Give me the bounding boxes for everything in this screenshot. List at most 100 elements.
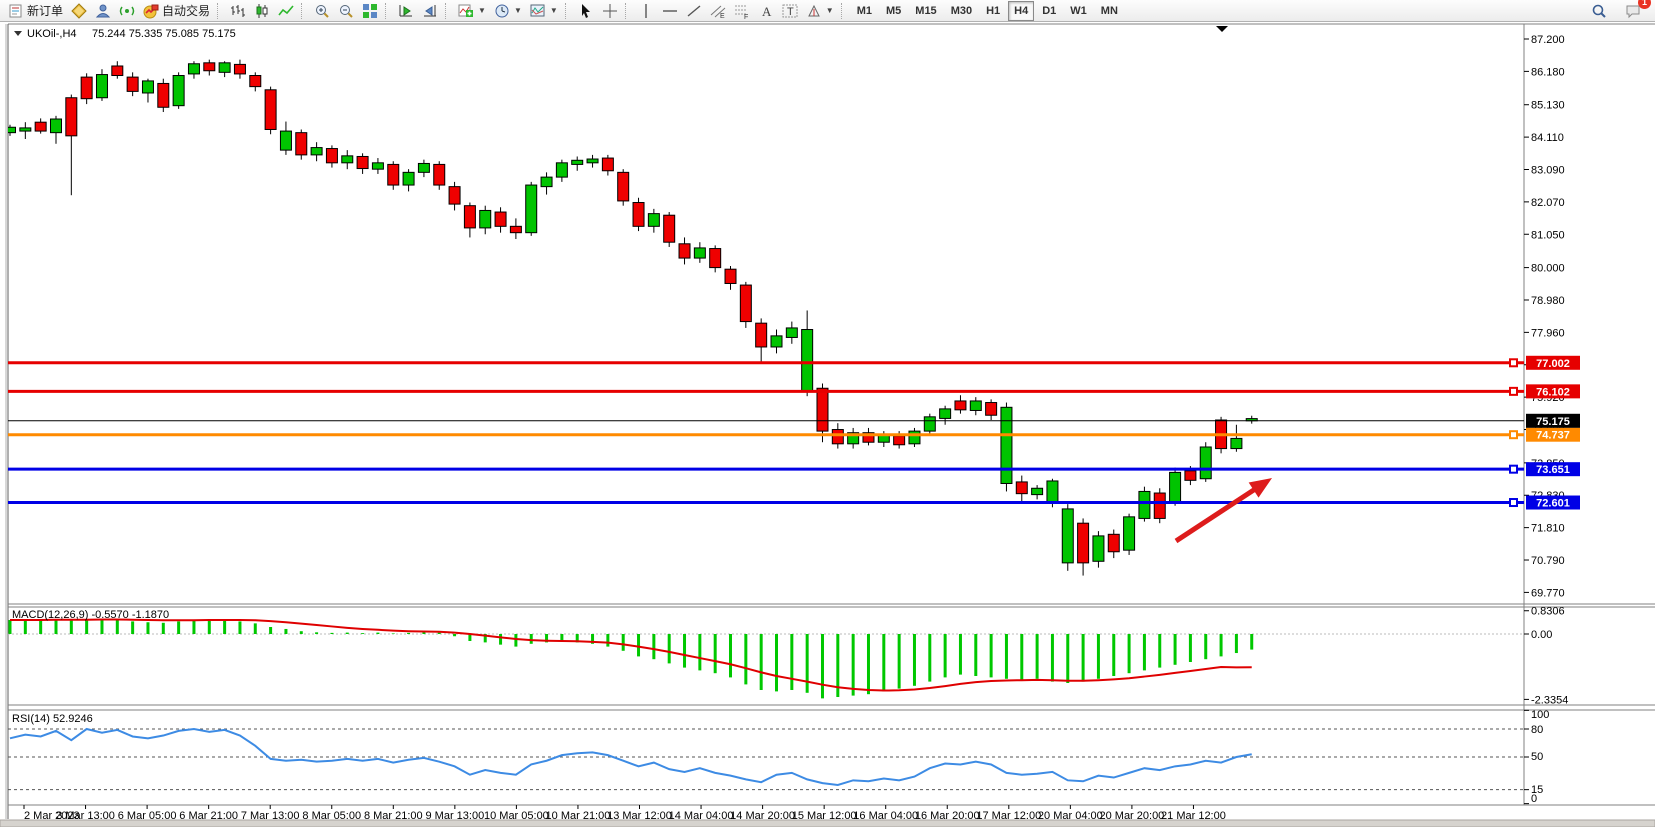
candle-body — [540, 176, 553, 188]
text-button[interactable]: A — [754, 0, 778, 22]
timeframe-button-m15[interactable]: M15 — [915, 4, 937, 17]
candle-body — [494, 211, 507, 227]
horizontal-line-77.002[interactable]: 77.002 — [8, 355, 1580, 370]
signals-button[interactable] — [115, 0, 139, 22]
candle — [203, 59, 216, 76]
zoom-in-button[interactable] — [310, 0, 334, 22]
candle-body — [877, 434, 890, 443]
text-label-button[interactable]: T — [778, 0, 802, 22]
candle-body — [433, 163, 446, 186]
line-chart-button[interactable] — [274, 0, 298, 22]
horizontal-line-72.601[interactable]: 72.601 — [8, 495, 1580, 510]
toolbar-separator — [624, 2, 631, 19]
candle-body — [586, 158, 599, 164]
toolbar-separator — [564, 2, 571, 19]
search-button[interactable] — [1587, 0, 1611, 22]
toolbar-separator — [217, 2, 223, 19]
candle-body — [1107, 533, 1120, 553]
tile-windows-button[interactable] — [358, 0, 382, 22]
auto-scroll-button[interactable] — [394, 0, 418, 22]
macd-pane[interactable] — [8, 618, 1524, 699]
timeframe-button-w1[interactable]: W1 — [1070, 4, 1087, 17]
chart-shift-marker[interactable] — [1216, 26, 1228, 32]
vertical-line-button[interactable] — [634, 0, 658, 22]
hline-anchor-marker[interactable] — [1509, 386, 1518, 396]
timeframe-button-h4[interactable]: H4 — [1008, 0, 1035, 21]
candle-body — [279, 130, 292, 151]
time-tick-label: 2 Mar 2023 — [24, 810, 80, 822]
candle-body — [1015, 481, 1028, 495]
hline-anchor-marker[interactable] — [1509, 430, 1518, 440]
candle — [494, 207, 507, 233]
diamond-icon — [71, 2, 87, 19]
trend-arrow-shaft[interactable] — [1174, 483, 1262, 544]
rsi-tick-label: 100 — [1531, 709, 1549, 721]
chart-shift-button[interactable] — [418, 0, 442, 22]
time-tick-label: 21 Mar 12:00 — [1161, 810, 1226, 822]
rsi-label: RSI(14) 52.9246 — [12, 713, 93, 725]
hline-anchor-marker[interactable] — [1509, 464, 1518, 474]
cursor-button[interactable] — [574, 0, 598, 22]
timeframe-button-h1[interactable]: H1 — [986, 4, 1001, 17]
rsi-pane[interactable] — [8, 727, 1524, 791]
candle-body — [509, 225, 522, 234]
new-order-button[interactable]: 新订单 — [4, 0, 67, 22]
crosshair-button[interactable] — [598, 0, 622, 22]
candle-body — [831, 429, 844, 445]
horizontal-line-73.651[interactable]: 73.651 — [8, 462, 1580, 477]
candle — [785, 321, 798, 344]
timeframe-button-m1[interactable]: M1 — [856, 4, 872, 17]
price-axis[interactable]: 87.200 86.180 85.130 84.110 83.090 82.070 81.0… — [1524, 34, 1568, 805]
zoom-out-button[interactable] — [334, 0, 358, 22]
notifications-button[interactable]: 1 — [1621, 0, 1651, 22]
candle — [80, 73, 93, 105]
horizontal-line-button[interactable] — [658, 0, 682, 22]
search-icon — [1591, 3, 1607, 19]
timeframe-button-m5[interactable]: M5 — [886, 4, 902, 17]
trendline-button[interactable] — [682, 0, 706, 22]
current-price-badge — [1526, 413, 1580, 428]
candle-body — [95, 74, 108, 99]
price-line-badge-label: 73.651 — [1536, 464, 1570, 476]
hline-anchor-marker[interactable] — [1509, 358, 1518, 368]
equidistant-channel-button[interactable]: E — [706, 0, 730, 22]
price-tick-label: 86.180 — [1531, 66, 1565, 78]
time-tick-label: 16 Mar 20:00 — [915, 810, 980, 822]
candle — [939, 405, 952, 425]
rsi-tick-label: 50 — [1531, 751, 1543, 763]
hline-anchor-marker[interactable] — [1509, 498, 1518, 508]
periods-button[interactable]: ▼ — [490, 0, 526, 22]
timeframe-button-d1[interactable]: D1 — [1042, 4, 1057, 17]
candle-body — [1184, 470, 1197, 481]
candle-body — [1230, 437, 1243, 450]
candle-body — [34, 121, 47, 132]
indicators-button[interactable]: ▼ — [454, 0, 490, 22]
market-watch-button[interactable] — [91, 0, 115, 22]
trend-arrow-annotation[interactable] — [1174, 478, 1272, 544]
timeframe-button-mn[interactable]: MN — [1100, 4, 1118, 17]
candle — [479, 205, 492, 235]
fibonacci-button[interactable]: F — [730, 0, 754, 22]
price-line-badge-label: 76.102 — [1536, 386, 1570, 398]
timeframe-button-m30[interactable]: M30 — [950, 4, 973, 17]
candle — [141, 78, 154, 103]
candle-body — [448, 186, 461, 205]
horizontal-line-74.737[interactable]: 74.737 — [8, 427, 1580, 442]
candle — [1000, 402, 1013, 492]
auto-trading-button[interactable]: 自动交易 — [139, 0, 214, 22]
price-tick-label: 69.770 — [1531, 587, 1565, 599]
symbol-dropdown-icon[interactable] — [14, 31, 22, 36]
bar-chart-button[interactable] — [226, 0, 250, 22]
time-tick-label: 8 Mar 05:00 — [302, 810, 361, 822]
time-tick-label: 3 Mar 13:00 — [56, 810, 115, 822]
candle — [1015, 475, 1028, 503]
candlestick-chart-button[interactable] — [250, 0, 274, 22]
trend-arrow-head[interactable] — [1248, 478, 1272, 498]
templates-button[interactable]: ▼ — [526, 0, 562, 22]
line-icon — [278, 3, 294, 19]
history-center-button[interactable] — [67, 0, 91, 22]
arrows-button[interactable]: ▼ — [802, 0, 838, 22]
horizontal-line-76.102[interactable]: 76.102 — [8, 384, 1580, 399]
